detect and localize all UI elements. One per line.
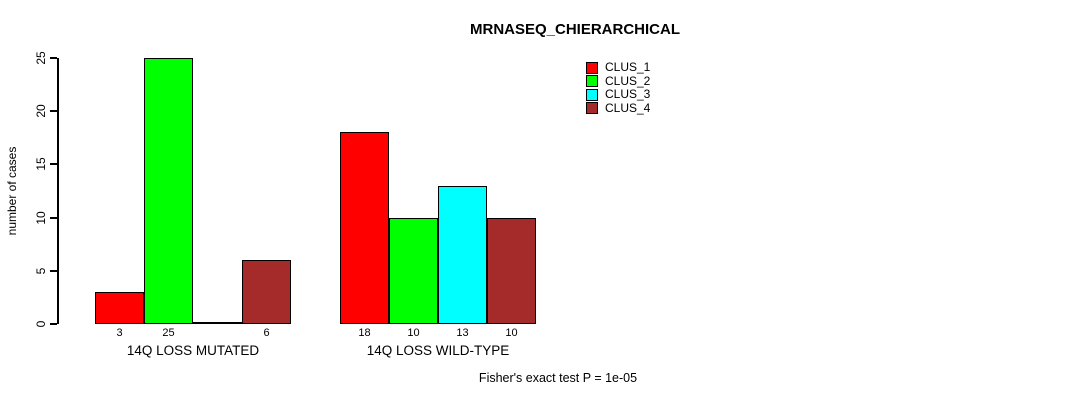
legend-swatch-clus-3-icon xyxy=(586,88,598,101)
y-axis-tick xyxy=(50,216,57,219)
y-axis-tick xyxy=(50,163,57,166)
category-label-group1: 14Q LOSS MUTATED xyxy=(126,343,260,358)
bar-clus_4-group1 xyxy=(242,260,291,324)
legend-label-clus-2: CLUS_2 xyxy=(605,73,651,88)
bar-clus_3-group2 xyxy=(438,185,487,324)
y-tick-label: 15 xyxy=(34,157,48,172)
y-axis-tick xyxy=(50,323,57,325)
bar-value-label: 18 xyxy=(358,327,371,339)
bar-clus_2-group1 xyxy=(144,58,193,324)
bar-clus_1-group1 xyxy=(95,292,144,324)
bar-clus_2-group2 xyxy=(389,217,438,324)
bar-value-label: 10 xyxy=(407,327,420,339)
legend: CLUS_1 CLUS_2 CLUS_3 CLUS_4 xyxy=(586,61,650,115)
bar-value-label: 13 xyxy=(456,327,469,339)
y-axis-line xyxy=(57,58,59,324)
legend-item-clus-2: CLUS_2 xyxy=(586,73,651,89)
bar-value-label: 25 xyxy=(162,327,175,339)
y-tick-label: 0 xyxy=(34,320,48,328)
y-axis-tick xyxy=(50,57,57,59)
y-tick-label: 25 xyxy=(34,51,48,65)
y-axis-tick xyxy=(50,269,57,272)
legend-label-clus-1: CLUS_1 xyxy=(605,60,651,75)
legend-swatch-clus-2-icon xyxy=(586,75,598,88)
fisher-test-annotation: Fisher's exact test P = 1e-05 xyxy=(478,371,638,385)
legend-item-clus-4: CLUS_4 xyxy=(586,100,651,116)
bar-value-label: 6 xyxy=(263,327,270,339)
bar-value-label: 10 xyxy=(505,327,518,339)
legend-label-clus-3: CLUS_3 xyxy=(605,87,651,102)
category-label-group2: 14Q LOSS WILD-TYPE xyxy=(366,343,510,358)
bar-clus_3-group1-zero xyxy=(193,322,242,324)
y-tick-label: 10 xyxy=(34,210,48,225)
bar-clus_1-group2 xyxy=(340,132,389,324)
legend-item-clus-1: CLUS_1 xyxy=(586,61,650,75)
y-axis-tick xyxy=(50,110,57,113)
bar-clus_4-group2 xyxy=(487,217,536,324)
legend-swatch-clus-4-icon xyxy=(586,102,598,115)
y-tick-label: 20 xyxy=(34,104,48,118)
y-axis-title: number of cases xyxy=(5,146,19,236)
legend-label-clus-4: CLUS_4 xyxy=(605,100,651,115)
chart-title: MRNASEQ_CHIERARCHICAL xyxy=(469,21,681,38)
y-tick-label: 5 xyxy=(34,267,48,275)
legend-item-clus-3: CLUS_3 xyxy=(586,88,650,102)
bar-value-label: 3 xyxy=(116,327,123,339)
legend-swatch-clus-1-icon xyxy=(586,61,598,74)
